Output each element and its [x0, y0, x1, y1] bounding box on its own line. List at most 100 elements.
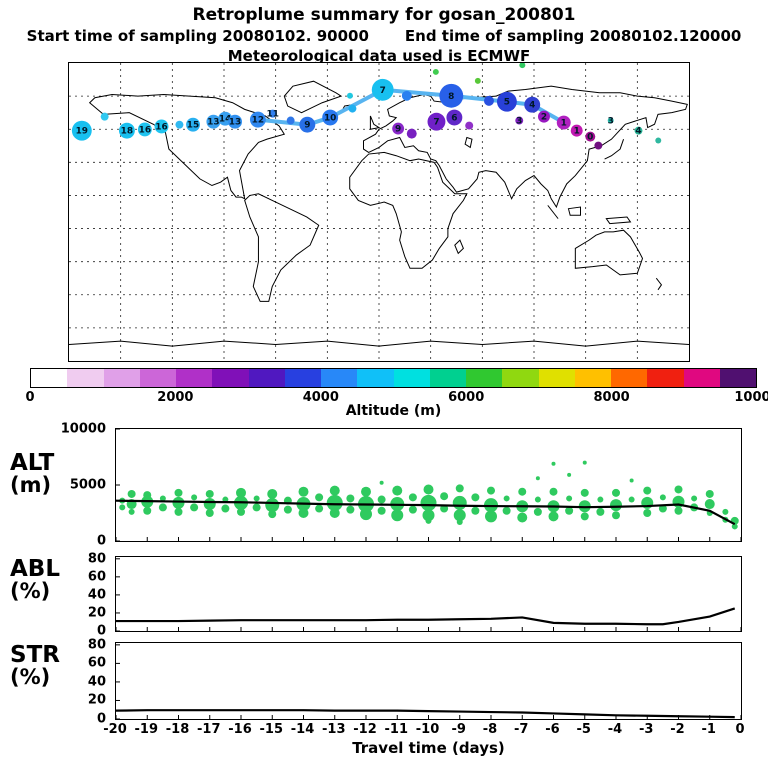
altitude-dot: [127, 489, 136, 498]
x-tick-label: -2: [670, 722, 685, 737]
altitude-dot: [580, 512, 589, 521]
colorbar-tick-label: 6000: [448, 390, 485, 405]
colorbar-segments: [30, 368, 757, 388]
x-tick-label: -7: [514, 722, 529, 737]
colorbar-segment: [67, 369, 104, 387]
x-tick-label: -1: [701, 722, 716, 737]
retroplume-point: [585, 131, 596, 142]
colorbar-segment: [357, 369, 394, 387]
colorbar-segment: [212, 369, 249, 387]
y-tick-label: 40: [87, 587, 106, 603]
y-tick-label: 0: [96, 533, 106, 549]
end-time-text: End time of sampling 20080102.120000: [404, 27, 742, 45]
altitude-dot: [612, 488, 620, 497]
str-axis-label: STR (%): [10, 644, 106, 688]
abl-axis-name: ABL: [10, 556, 60, 582]
altitude-dot: [533, 507, 542, 516]
y-tick-label: 60: [87, 569, 106, 585]
retroplume-day-label: 9: [395, 125, 401, 135]
altitude-dot: [265, 498, 280, 513]
alt-yticks: 0 5000 10000: [58, 422, 110, 549]
colorbar-tick-label: 8000: [593, 390, 630, 405]
colorbar-segment: [176, 369, 213, 387]
retroplume-day-label: 14: [219, 115, 231, 125]
retroplume-point: [299, 116, 316, 133]
alt-panel: 0 5000 10000: [61, 422, 742, 549]
x-tick-label: -15: [259, 722, 284, 737]
altitude-dot: [143, 506, 152, 515]
colorbar-tick-label: 4000: [302, 390, 339, 405]
retroplume-point: [401, 90, 412, 101]
retroplume-day-label: 4: [529, 101, 535, 111]
retroplume-point: [556, 115, 571, 130]
retroplume-day-label: 3: [516, 116, 522, 126]
altitude-dot: [643, 509, 652, 517]
colorbar-segment: [502, 369, 539, 387]
altitude-dot: [551, 461, 556, 466]
altitude-dot: [691, 495, 698, 502]
colorbar-segment: [321, 369, 358, 387]
str-axis-name: STR: [10, 642, 60, 668]
retroplume-day-label: 7: [380, 86, 386, 96]
retroplume-day-label: 1: [574, 127, 580, 137]
retroplume-day-label: 15: [187, 121, 199, 131]
mean-line: [116, 607, 736, 626]
retroplume-point: [519, 63, 526, 69]
retroplume-point: [496, 91, 517, 112]
altitude-dot: [566, 495, 573, 502]
y-tick-label: 40: [87, 674, 106, 690]
retroplume-day-label: 16: [139, 125, 151, 135]
altitude-dot: [158, 503, 167, 512]
x-tick-label: -5: [576, 722, 591, 737]
altitude-dot: [440, 492, 449, 501]
retroplume-day-label: 9: [304, 121, 310, 131]
altitude-dot: [236, 487, 246, 498]
retroplume-day-label: 18: [121, 127, 133, 137]
altitude-dot: [597, 496, 604, 503]
altitude-dot: [549, 487, 558, 496]
y-tick-label: 20: [87, 605, 106, 621]
altitude-dot: [704, 499, 715, 510]
altitude-dot: [190, 503, 199, 512]
retroplume-point: [655, 137, 662, 144]
colorbar-tick-label: 2000: [157, 390, 194, 405]
abl-axis-unit: (%): [10, 579, 51, 603]
altitude-dot: [326, 494, 343, 511]
x-tick-label: -14: [290, 722, 315, 737]
colorbar-segment: [139, 369, 176, 387]
altitude-dot: [456, 518, 463, 525]
altitude-dot: [391, 509, 404, 522]
x-tick-label: -4: [607, 722, 623, 737]
altitude-dot: [535, 476, 540, 481]
x-tick-label: -9: [451, 722, 466, 737]
str-axis-unit: (%): [10, 665, 51, 689]
colorbar-segment: [393, 369, 430, 387]
x-tick-label: -18: [165, 722, 190, 737]
altitude-dot: [361, 486, 371, 497]
altitude-dot: [360, 508, 372, 521]
abl-axis-label: ABL (%): [10, 558, 106, 602]
altitude-dot: [674, 485, 683, 494]
retroplume-point: [348, 104, 357, 113]
altitude-dot: [487, 486, 495, 495]
altitude-dot: [174, 507, 183, 516]
met-data-line: Meteorological data used is ECMWF: [227, 47, 531, 65]
altitude-dot: [422, 509, 435, 522]
altitude-dot: [705, 489, 714, 498]
y-tick-label: 80: [87, 551, 106, 567]
map-base-svg: [69, 63, 689, 361]
abl-yticks: 0 20 40 60 80: [58, 551, 110, 638]
altitude-dot: [518, 487, 527, 496]
colorbar-label: Altitude (m): [345, 403, 442, 419]
page-title: Retroplume summary for gosan_200801: [192, 5, 576, 25]
retroplume-point: [515, 116, 524, 125]
str-panel: 0 20 40 60 80: [88, 637, 742, 727]
retroplume-point: [439, 83, 464, 108]
altitude-dot: [722, 508, 729, 515]
retroplume-point: [594, 141, 603, 150]
retroplume-point: [268, 109, 277, 118]
altitude-dot: [377, 495, 386, 504]
retroplume-point: [100, 112, 109, 121]
altitude-dot: [674, 506, 683, 515]
x-tick-label: -17: [197, 722, 221, 737]
